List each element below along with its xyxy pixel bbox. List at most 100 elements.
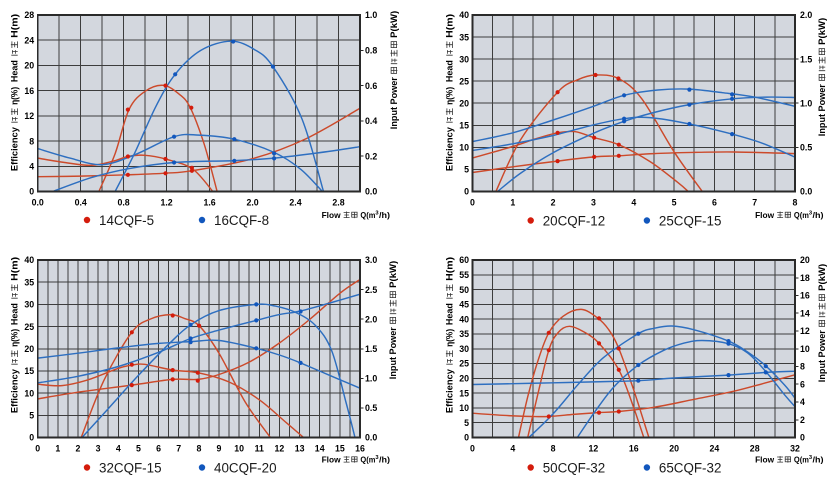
svg-text:8: 8 [551, 444, 556, 454]
svg-text:50CQF-32: 50CQF-32 [543, 461, 606, 476]
svg-text:55: 55 [459, 270, 469, 280]
svg-text:P(kW): P(kW) [817, 18, 827, 45]
svg-text:13: 13 [295, 444, 305, 454]
svg-text:40: 40 [24, 255, 34, 265]
svg-text:1.5: 1.5 [800, 54, 812, 64]
svg-text:/h): /h) [813, 210, 824, 220]
svg-text:0.0: 0.0 [365, 187, 377, 197]
svg-text:15: 15 [459, 388, 469, 398]
svg-text:14: 14 [315, 444, 325, 454]
svg-text:5: 5 [672, 198, 677, 208]
svg-text:η(%): η(%) [10, 329, 20, 347]
svg-text:0.5: 0.5 [365, 403, 377, 413]
svg-text:15: 15 [335, 444, 345, 454]
svg-text:15: 15 [24, 366, 34, 376]
svg-text:4: 4 [29, 162, 34, 172]
svg-text:η(%): η(%) [445, 329, 455, 347]
svg-text:Q(m: Q(m [360, 455, 375, 465]
svg-text:Efficiency: Efficiency [10, 368, 20, 413]
svg-text:10: 10 [800, 344, 810, 354]
svg-text:40CQF-20: 40CQF-20 [214, 461, 277, 476]
svg-text:2: 2 [551, 198, 556, 208]
svg-text:0.5: 0.5 [800, 143, 812, 153]
svg-text:η(%): η(%) [10, 87, 20, 105]
svg-text:3: 3 [809, 455, 813, 461]
svg-text:20: 20 [800, 255, 810, 265]
svg-text:12: 12 [24, 111, 34, 121]
svg-text:P(kW): P(kW) [389, 11, 399, 38]
svg-text:2.0: 2.0 [365, 314, 377, 324]
svg-text:0: 0 [464, 187, 469, 197]
svg-text:32: 32 [790, 444, 800, 454]
svg-text:1.0: 1.0 [800, 99, 812, 109]
svg-text:0: 0 [29, 187, 34, 197]
svg-text:30: 30 [459, 54, 469, 64]
svg-text:Q(m: Q(m [360, 210, 375, 220]
svg-text:24: 24 [710, 444, 720, 454]
svg-text:32CQF-15: 32CQF-15 [99, 461, 162, 476]
svg-text:Head: Head [10, 60, 20, 82]
svg-text:H(m): H(m) [10, 14, 20, 38]
svg-text:35: 35 [459, 329, 469, 339]
svg-text:4: 4 [800, 397, 805, 407]
svg-text:10: 10 [459, 143, 469, 153]
svg-text:20CQF-12: 20CQF-12 [543, 214, 606, 229]
svg-text:5: 5 [136, 444, 141, 454]
svg-text:1.2: 1.2 [160, 198, 172, 208]
svg-text:Efficiency: Efficiency [445, 368, 455, 413]
svg-text:10: 10 [459, 403, 469, 413]
svg-text:0.0: 0.0 [800, 187, 812, 197]
svg-text:15: 15 [459, 121, 469, 131]
svg-text:9: 9 [217, 444, 222, 454]
svg-text:0: 0 [470, 198, 475, 208]
svg-text:1.6: 1.6 [203, 198, 215, 208]
svg-text:Input Power: Input Power [389, 77, 399, 129]
svg-text:25: 25 [459, 76, 469, 86]
svg-text:10: 10 [234, 444, 244, 454]
svg-text:/h): /h) [379, 210, 390, 220]
svg-text:8: 8 [196, 444, 201, 454]
svg-text:20: 20 [459, 99, 469, 109]
svg-text:10: 10 [24, 388, 34, 398]
svg-text:0: 0 [29, 433, 34, 443]
svg-text:40: 40 [459, 10, 469, 20]
svg-text:3.0: 3.0 [365, 255, 377, 265]
svg-text:7: 7 [752, 198, 757, 208]
svg-text:2.5: 2.5 [365, 285, 377, 295]
svg-text:14: 14 [800, 308, 810, 318]
svg-text:12: 12 [589, 444, 599, 454]
svg-text:P(kW): P(kW) [388, 261, 398, 288]
svg-text:0.4: 0.4 [365, 116, 377, 126]
svg-text:30: 30 [24, 300, 34, 310]
svg-text:2.8: 2.8 [332, 198, 344, 208]
svg-text:P(kW): P(kW) [817, 264, 827, 291]
svg-text:16: 16 [24, 86, 34, 96]
svg-text:5: 5 [29, 411, 34, 421]
svg-text:20: 20 [24, 61, 34, 71]
svg-text:12: 12 [275, 444, 285, 454]
svg-text:16: 16 [800, 291, 810, 301]
svg-text:H(m): H(m) [445, 257, 455, 281]
svg-text:2.0: 2.0 [246, 198, 258, 208]
svg-text:2: 2 [800, 415, 805, 425]
svg-text:18: 18 [800, 273, 810, 283]
svg-text:45: 45 [459, 300, 469, 310]
svg-text:1.5: 1.5 [365, 344, 377, 354]
svg-text:Flow: Flow [322, 210, 342, 220]
svg-text:16: 16 [355, 444, 365, 454]
svg-text:7: 7 [176, 444, 181, 454]
svg-text:0.6: 0.6 [365, 81, 377, 91]
svg-text:H(m): H(m) [10, 257, 20, 281]
svg-text:5: 5 [464, 418, 469, 428]
svg-text:Flow: Flow [322, 455, 342, 465]
svg-text:0.4: 0.4 [75, 198, 87, 208]
svg-text:11: 11 [255, 444, 264, 454]
svg-text:20: 20 [459, 374, 469, 384]
svg-text:6: 6 [800, 379, 805, 389]
svg-text:H(m): H(m) [445, 14, 455, 38]
svg-text:20: 20 [669, 444, 679, 454]
svg-text:0.0: 0.0 [32, 198, 44, 208]
svg-text:0.8: 0.8 [117, 198, 129, 208]
svg-text:16: 16 [629, 444, 639, 454]
svg-text:3: 3 [96, 444, 101, 454]
